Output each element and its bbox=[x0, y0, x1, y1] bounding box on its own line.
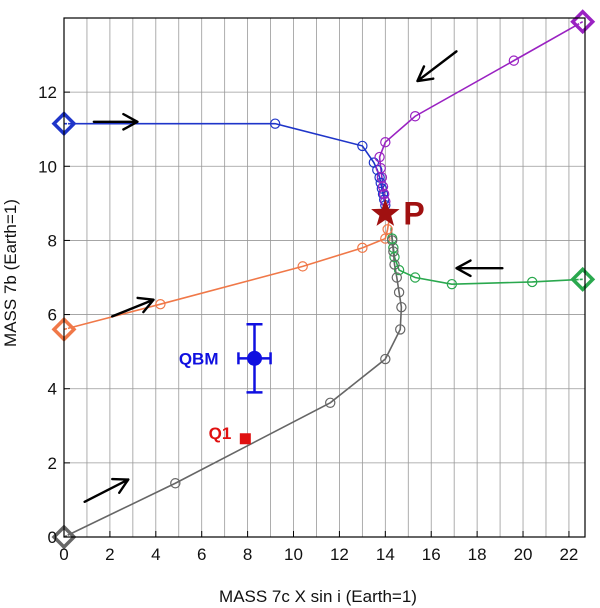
purple-track-line bbox=[378, 21, 584, 208]
y-tick-label: 2 bbox=[48, 454, 57, 473]
green-track-point bbox=[527, 276, 538, 288]
y-tick-label: 6 bbox=[48, 306, 57, 325]
q1-label: Q1 bbox=[209, 424, 232, 443]
blue-track-point bbox=[376, 183, 388, 194]
gray-track-point bbox=[170, 478, 181, 489]
blue-track-point bbox=[269, 118, 281, 129]
green-track-point bbox=[409, 272, 421, 283]
blue-track-point bbox=[357, 140, 368, 152]
arrow-purple bbox=[416, 50, 458, 83]
x-tick-label: 18 bbox=[468, 545, 487, 564]
x-tick-label: 22 bbox=[559, 545, 578, 564]
arrow-blue bbox=[92, 112, 139, 131]
green-track-point bbox=[446, 278, 458, 290]
x-tick-label: 6 bbox=[197, 545, 206, 564]
x-tick-label: 14 bbox=[376, 545, 395, 564]
gray-track-point bbox=[388, 246, 399, 257]
x-tick-label: 10 bbox=[284, 545, 303, 564]
orange-track-point bbox=[380, 233, 391, 244]
x-axis-label: MASS 7c X sin i (Earth=1) bbox=[219, 587, 417, 606]
gray-track-point bbox=[325, 397, 336, 409]
x-tick-label: 0 bbox=[59, 545, 68, 564]
gray-track-point bbox=[389, 259, 400, 270]
x-tick-label: 8 bbox=[243, 545, 252, 564]
gray-track-line bbox=[63, 229, 403, 538]
x-tick-labels: 0 2 4 6 8 10 12 14 16 18 20 22 bbox=[59, 531, 578, 564]
gray-track-point bbox=[396, 301, 407, 313]
y-tick-label: 10 bbox=[38, 157, 57, 176]
x-tick-label: 2 bbox=[105, 545, 114, 564]
gray-track-point bbox=[387, 235, 398, 246]
arrow-green bbox=[455, 259, 504, 278]
green-track-start-marker bbox=[570, 266, 596, 292]
purple-track-point bbox=[377, 181, 389, 192]
gray-track-point bbox=[391, 272, 402, 283]
orange-track-point bbox=[297, 261, 308, 272]
purple-track-point bbox=[409, 111, 421, 122]
gray-track-point bbox=[380, 353, 391, 365]
q1-point bbox=[239, 433, 251, 445]
gray-track-point bbox=[395, 324, 406, 335]
arrow-orange bbox=[110, 296, 155, 318]
orange-track-point bbox=[382, 224, 393, 235]
arrow-gray bbox=[83, 477, 130, 503]
qbm-label: QBM bbox=[179, 349, 219, 368]
y-tick-labels: 0 2 4 6 8 10 12 bbox=[38, 83, 70, 547]
purple-track-point bbox=[508, 55, 520, 66]
gray-track-start-marker bbox=[51, 524, 77, 550]
gray-track-point bbox=[393, 287, 405, 298]
blue-track-line bbox=[64, 122, 387, 206]
y-tick-label: 0 bbox=[48, 528, 57, 547]
qbm-point bbox=[246, 350, 262, 366]
planet-p-label: P bbox=[403, 196, 424, 232]
y-tick-label: 8 bbox=[48, 231, 57, 250]
purple-track-point bbox=[380, 136, 391, 148]
plot-frame bbox=[63, 17, 586, 538]
y-tick-label: 4 bbox=[48, 380, 57, 399]
direction-arrows bbox=[83, 50, 504, 503]
orange-track-point bbox=[357, 242, 368, 254]
purple-track-point bbox=[378, 188, 390, 200]
orange-track-point bbox=[155, 298, 166, 310]
x-tick-label: 12 bbox=[330, 545, 349, 564]
series-lines bbox=[63, 21, 584, 538]
y-axis-label: MASS 7b (Earth=1) bbox=[1, 199, 20, 347]
annotations: P QBM Q1 bbox=[179, 196, 425, 445]
purple-track-point bbox=[374, 151, 385, 163]
green-track-start-marker-dot bbox=[578, 275, 587, 284]
x-tick-label: 16 bbox=[422, 545, 441, 564]
planet-p-star bbox=[371, 198, 400, 226]
grid-lines bbox=[63, 18, 585, 538]
x-tick-label: 20 bbox=[514, 545, 533, 564]
x-tick-label: 4 bbox=[151, 545, 160, 564]
orange-track-line bbox=[63, 221, 390, 331]
y-tick-label: 12 bbox=[38, 83, 57, 102]
